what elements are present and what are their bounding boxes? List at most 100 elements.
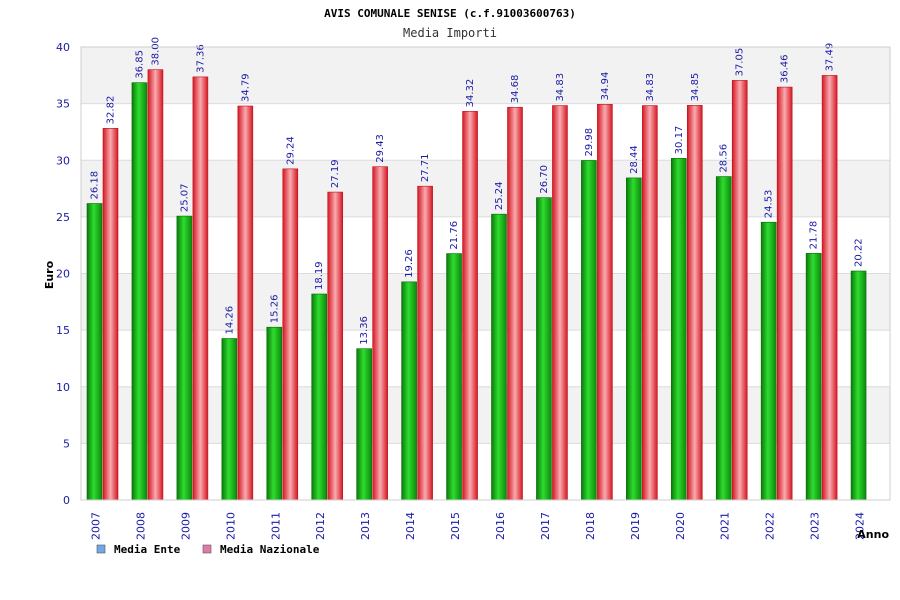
axes: 0 5 10 15 20 25 30 35 40 2007 2008 2009 2010 2011 2012… [56, 41, 891, 540]
bar-media-nazionale-2013 [372, 166, 388, 501]
data-label: 30.17 [674, 126, 685, 155]
data-label: 27.19 [330, 159, 341, 188]
bar-media-ente-2017 [536, 197, 552, 501]
x-tick-label: 2023 [809, 512, 822, 540]
chart-title: AVIS COMUNALE SENISE (c.f.91003600763) [324, 7, 576, 20]
x-tick-label: 2013 [359, 512, 372, 540]
bar-media-ente-2014 [401, 281, 417, 501]
bar-media-nazionale-2016 [507, 106, 523, 501]
x-tick-label: 2009 [179, 512, 192, 540]
grid-band [81, 160, 890, 217]
data-label: 34.94 [600, 72, 611, 101]
bar-media-nazionale-2018 [597, 104, 613, 501]
bar-media-ente-2009 [176, 215, 193, 501]
data-label: 27.71 [420, 154, 431, 183]
bar-media-ente-2007 [86, 203, 103, 501]
bar-media-ente-2012 [311, 293, 328, 501]
data-label: 18.19 [314, 261, 325, 290]
data-label: 28.56 [719, 144, 730, 173]
bar-media-nazionale-2021 [731, 80, 748, 501]
y-tick-label: 5 [63, 437, 70, 450]
data-label: 34.68 [510, 75, 521, 104]
data-label: 36.46 [780, 54, 791, 83]
y-tick-label: 15 [56, 324, 70, 337]
data-label: 14.26 [224, 306, 235, 335]
bar-media-ente-2020 [670, 158, 687, 501]
grid-band [81, 330, 890, 387]
data-label: 34.83 [645, 73, 656, 102]
grid-band [81, 216, 890, 274]
data-label: 29.98 [584, 128, 595, 157]
bar-media-nazionale-2019 [642, 105, 658, 501]
bar-media-ente-2023 [805, 253, 822, 501]
y-tick-label: 40 [56, 41, 70, 54]
x-tick-label: 2022 [764, 512, 777, 540]
bar-media-nazionale-2012 [327, 191, 344, 501]
x-tick-label: 2021 [719, 512, 732, 540]
data-label: 21.76 [449, 221, 460, 250]
legend-label-media-ente: Media Ente [114, 543, 181, 556]
data-label: 25.07 [179, 183, 190, 212]
x-tick-label: 2010 [224, 512, 237, 540]
bar-media-ente-2022 [760, 221, 777, 501]
data-label: 20.22 [854, 238, 865, 267]
plot-border [80, 46, 891, 501]
y-tick-label: 0 [63, 494, 70, 507]
bar-media-nazionale-2015 [462, 111, 478, 501]
bar-media-nazionale-2010 [237, 105, 254, 501]
data-label: 19.26 [404, 249, 415, 278]
bar-media-nazionale-2009 [192, 76, 209, 501]
bar-media-ente-2013 [356, 348, 372, 501]
data-label: 38.00 [150, 37, 161, 66]
bar-media-ente-2011 [266, 326, 283, 501]
data-label: 28.44 [629, 145, 640, 174]
bar-media-ente-2019 [626, 177, 642, 501]
grid-band [81, 443, 890, 500]
data-labels: 26.18 32.82 36.85 38.00 25.07 37.36 14.26 34.79… [90, 37, 865, 345]
y-tick-label: 20 [56, 268, 70, 281]
data-label: 34.85 [690, 73, 701, 102]
grid-bands [81, 47, 890, 500]
legend-label-media-nazionale: Media Nazionale [220, 543, 320, 556]
y-tick-label: 30 [56, 154, 70, 167]
x-tick-label: 2019 [629, 512, 642, 540]
x-tick-label: 2016 [494, 512, 507, 540]
y-tick-label: 35 [56, 98, 70, 111]
grid-band [81, 386, 890, 444]
bar-media-nazionale-2023 [821, 75, 838, 501]
data-label: 34.79 [240, 73, 251, 102]
data-label: 29.43 [375, 134, 386, 163]
data-label: 26.70 [539, 165, 550, 194]
x-tick-label: 2014 [404, 512, 417, 540]
y-axis-title: Euro [43, 260, 56, 289]
bar-media-ente-2024 [850, 270, 867, 501]
data-label: 29.24 [285, 136, 296, 165]
x-tick-label: 2012 [314, 512, 327, 540]
data-label: 15.26 [269, 295, 280, 324]
bar-media-ente-2010 [221, 338, 238, 501]
data-label: 26.18 [90, 171, 101, 200]
x-tick-label: 2007 [89, 512, 102, 540]
bar-media-nazionale-2008 [147, 69, 164, 501]
x-tick-label: 2008 [134, 512, 147, 540]
data-label: 34.32 [465, 79, 476, 108]
data-label: 32.82 [106, 96, 117, 125]
bar-media-nazionale-2014 [417, 185, 433, 501]
data-label: 24.53 [764, 190, 775, 219]
bar-media-ente-2008 [131, 82, 148, 501]
data-label: 37.49 [825, 43, 836, 72]
bar-media-ente-2018 [581, 160, 597, 501]
bar-media-nazionale-2022 [776, 86, 793, 501]
legend-swatch-media-nazionale [202, 544, 212, 554]
data-label: 25.24 [494, 182, 505, 211]
bar-media-nazionale-2017 [552, 105, 568, 501]
x-tick-label: 2020 [674, 512, 687, 540]
x-tick-label: 2015 [449, 512, 462, 540]
x-tick-label: 2017 [539, 512, 552, 540]
legend-swatch-media-ente [96, 544, 106, 554]
data-label: 21.78 [809, 221, 820, 250]
data-label: 37.05 [735, 48, 746, 77]
bar-media-nazionale-2020 [686, 105, 703, 501]
